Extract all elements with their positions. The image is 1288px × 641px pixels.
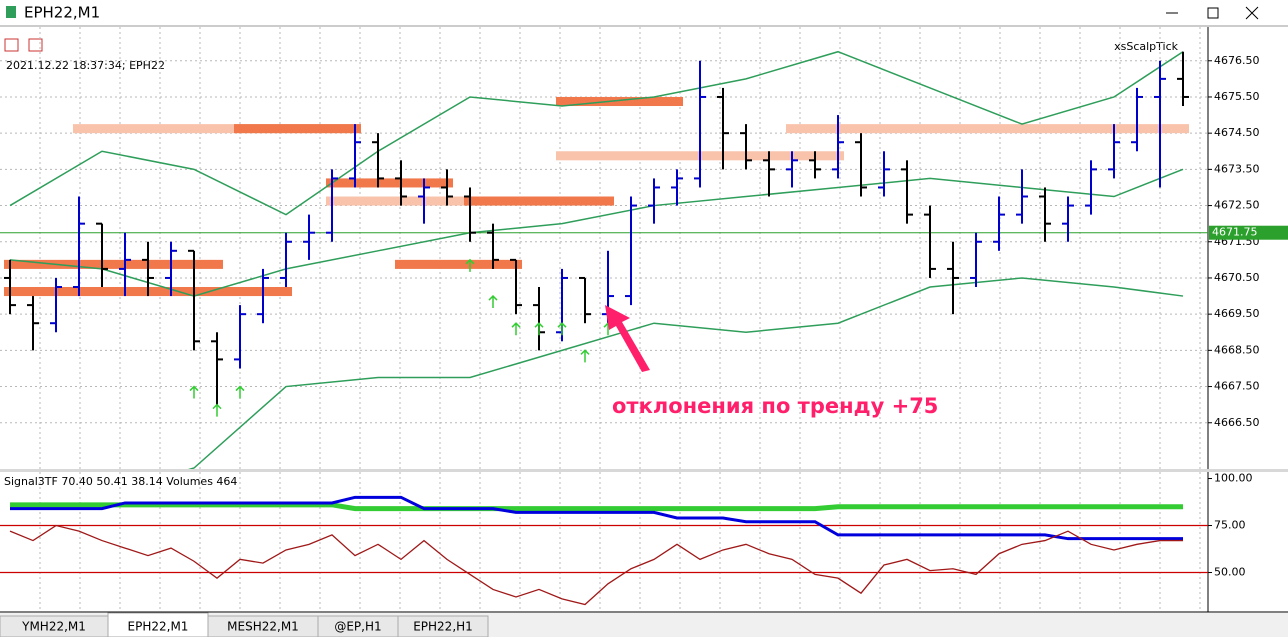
buy-signal bbox=[557, 322, 567, 336]
buy-signal bbox=[511, 322, 521, 336]
window-title: EPH22,M1 bbox=[24, 4, 100, 22]
band-middle bbox=[9, 168, 1184, 297]
band-upper bbox=[9, 50, 1184, 216]
y-tick-label: 4667.50 bbox=[1214, 380, 1260, 393]
buy-signal bbox=[488, 294, 498, 309]
band-lower bbox=[187, 277, 1184, 469]
tab-label[interactable]: YMH22,M1 bbox=[21, 620, 86, 634]
title-bar bbox=[0, 0, 1288, 26]
y-tick-label: 100.00 bbox=[1214, 472, 1253, 485]
sr-zone bbox=[234, 124, 361, 134]
annotation-arrow bbox=[605, 305, 650, 372]
y-tick-label: 50.00 bbox=[1214, 566, 1246, 579]
chart-info: 2021.12.22 18:37:34; EPH22 bbox=[6, 59, 165, 72]
y-tick-label: 4672.50 bbox=[1214, 199, 1260, 212]
y-tick-label: 4673.50 bbox=[1214, 162, 1260, 175]
sr-zone bbox=[4, 259, 223, 269]
y-tick-label: 4670.50 bbox=[1214, 271, 1260, 284]
tab[interactable] bbox=[107, 612, 209, 638]
y-tick-label: 4666.50 bbox=[1214, 416, 1260, 429]
indicator-name: xsScalpTick bbox=[1114, 40, 1179, 53]
indicator-line bbox=[10, 502, 1183, 512]
sr-zone bbox=[556, 96, 683, 107]
buy-signal bbox=[189, 385, 199, 399]
y-tick-label: 4674.50 bbox=[1214, 126, 1260, 139]
tab-label[interactable]: EPH22,M1 bbox=[128, 620, 189, 634]
indicator-line bbox=[9, 524, 1183, 606]
app-icon bbox=[6, 6, 16, 18]
tab-label[interactable]: MESH22,M1 bbox=[227, 620, 299, 634]
buy-signal bbox=[212, 403, 222, 417]
toolbar-icon[interactable] bbox=[28, 38, 43, 52]
y-tick-label: 4668.50 bbox=[1214, 343, 1260, 356]
annotation: отклонения по тренду +75 bbox=[612, 394, 938, 418]
toolbar-icon[interactable] bbox=[4, 38, 19, 52]
buy-signal bbox=[534, 322, 544, 336]
tab-label[interactable]: EPH22,H1 bbox=[413, 620, 473, 634]
buy-signal bbox=[235, 385, 245, 399]
pane-separator bbox=[0, 469, 1288, 472]
buy-signal bbox=[465, 258, 475, 272]
close-button[interactable] bbox=[1245, 6, 1259, 20]
sr-zone bbox=[73, 124, 361, 134]
maximize-button[interactable] bbox=[1207, 7, 1219, 19]
y-tick-label: 75.00 bbox=[1214, 519, 1246, 532]
last-price-label: 4671.75 bbox=[1212, 226, 1258, 239]
last-price-box bbox=[1209, 225, 1288, 240]
indicator-label: Signal3TF 70.40 50.41 38.14 Volumes 464 bbox=[4, 475, 237, 488]
y-tick-label: 4675.50 bbox=[1214, 90, 1260, 103]
sr-zone bbox=[326, 178, 453, 188]
tab-label[interactable]: @EP,H1 bbox=[334, 620, 381, 634]
sr-zone bbox=[786, 124, 1189, 134]
sr-zone bbox=[464, 196, 614, 206]
buy-signal bbox=[580, 349, 590, 363]
indicator-line bbox=[10, 495, 1183, 541]
sr-zone bbox=[395, 259, 522, 269]
y-tick-label: 4669.50 bbox=[1214, 307, 1260, 320]
y-tick-label: 4676.50 bbox=[1214, 54, 1260, 67]
